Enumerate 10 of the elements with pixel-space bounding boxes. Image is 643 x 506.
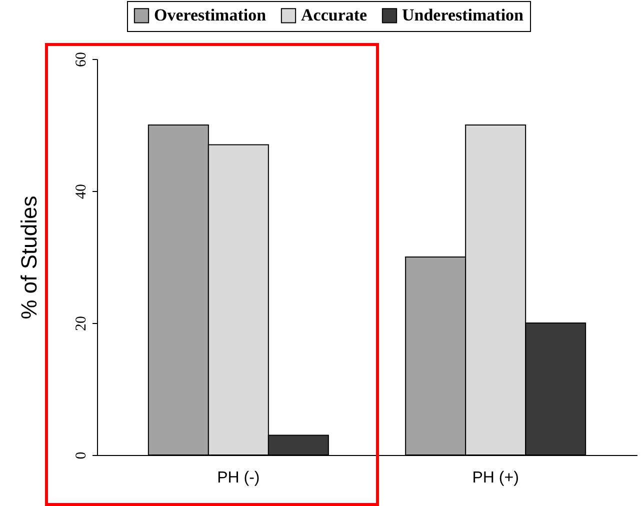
x-tick-label: PH (+) (472, 470, 519, 486)
y-axis-title: % of Studies (16, 196, 42, 320)
x-tick-label: PH (-) (217, 470, 260, 486)
legend-label: Overestimation (154, 6, 267, 25)
legend-label: Accurate (301, 6, 368, 25)
y-tick-label: 60 (74, 52, 90, 67)
legend-label: Underestimation (402, 6, 524, 25)
y-tick-label: 20 (74, 316, 90, 331)
y-tick-label: 0 (74, 452, 90, 460)
y-tick-label: 40 (74, 184, 90, 199)
